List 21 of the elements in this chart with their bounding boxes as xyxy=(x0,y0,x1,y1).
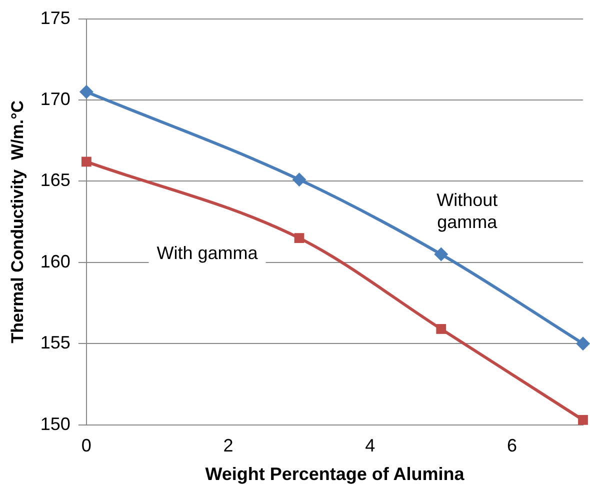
x-axis-title: Weight Percentage of Alumina xyxy=(205,464,466,484)
point xyxy=(436,324,446,334)
point xyxy=(578,414,588,425)
x-tick-label: 6 xyxy=(507,436,518,456)
y-tick-label: 160 xyxy=(40,251,70,272)
x-tick-label: 0 xyxy=(81,436,92,456)
x-tick-label: 4 xyxy=(365,436,376,456)
y-tick-label: 165 xyxy=(40,170,70,190)
y-tick-label: 155 xyxy=(40,332,70,353)
point xyxy=(294,233,304,243)
y-tick-label: 175 xyxy=(40,8,70,28)
point xyxy=(576,336,590,351)
y-tick-label: 170 xyxy=(40,88,70,109)
x-tick-label: 2 xyxy=(223,436,234,456)
series-label: Without gamma xyxy=(436,190,498,232)
y-axis-title: Thermal Conductivity W/m.°C xyxy=(8,100,27,344)
point xyxy=(434,247,448,262)
point xyxy=(292,172,306,187)
point xyxy=(81,156,92,167)
y-tick-label: 150 xyxy=(40,414,70,434)
series-label: With gamma xyxy=(156,243,259,264)
